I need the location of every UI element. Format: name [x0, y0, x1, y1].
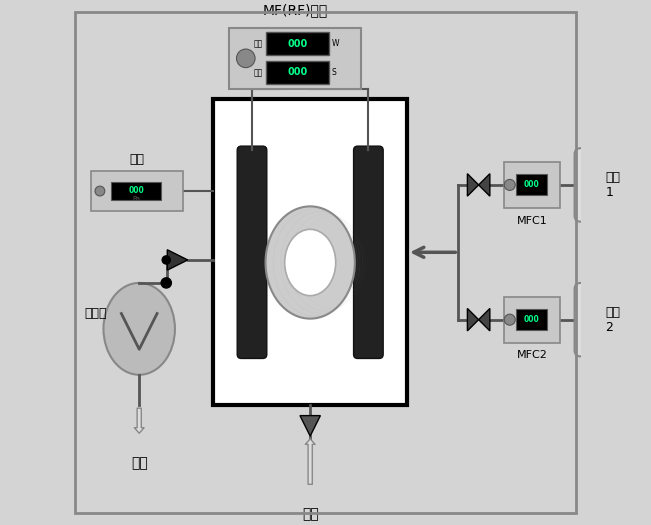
- Text: 000: 000: [287, 39, 308, 49]
- Circle shape: [95, 186, 105, 196]
- Bar: [504, 162, 561, 208]
- Text: 000: 000: [128, 186, 144, 195]
- Bar: [229, 28, 361, 89]
- Bar: [266, 32, 329, 55]
- FancyBboxPatch shape: [237, 146, 267, 359]
- Circle shape: [505, 314, 515, 325]
- Circle shape: [505, 180, 515, 191]
- Text: 气体
1: 气体 1: [605, 171, 620, 199]
- Text: 000: 000: [287, 67, 308, 77]
- Text: MFC2: MFC2: [517, 350, 547, 360]
- Ellipse shape: [104, 283, 175, 375]
- Text: Pa: Pa: [133, 196, 141, 202]
- Bar: [214, 99, 407, 405]
- Ellipse shape: [584, 148, 598, 161]
- Bar: [266, 61, 329, 84]
- Circle shape: [162, 256, 171, 264]
- Ellipse shape: [584, 282, 598, 296]
- FancyBboxPatch shape: [353, 146, 383, 359]
- FancyBboxPatch shape: [575, 148, 607, 222]
- Text: W: W: [332, 39, 339, 48]
- Polygon shape: [167, 250, 187, 270]
- Text: S: S: [332, 68, 337, 77]
- Text: MF(RF)电源: MF(RF)电源: [262, 4, 327, 17]
- Polygon shape: [478, 174, 490, 196]
- Text: MFC1: MFC1: [517, 216, 547, 226]
- Ellipse shape: [284, 229, 336, 296]
- Text: 时间: 时间: [254, 68, 263, 77]
- Text: 000: 000: [524, 315, 540, 324]
- Polygon shape: [478, 308, 490, 331]
- Text: 真空泵: 真空泵: [85, 307, 107, 320]
- Polygon shape: [300, 416, 320, 436]
- Text: 气体
2: 气体 2: [605, 306, 620, 334]
- Text: 功率: 功率: [254, 39, 263, 48]
- Text: 压力: 压力: [129, 153, 144, 165]
- Text: 000: 000: [524, 180, 540, 189]
- Bar: [516, 309, 547, 330]
- Ellipse shape: [266, 206, 355, 319]
- FancyBboxPatch shape: [575, 283, 607, 356]
- Polygon shape: [467, 308, 478, 331]
- Bar: [516, 174, 547, 195]
- Text: 大气: 大气: [131, 456, 148, 470]
- Text: 氮气: 氮气: [302, 508, 318, 521]
- Bar: [504, 297, 561, 343]
- Polygon shape: [467, 174, 478, 196]
- Circle shape: [161, 278, 171, 288]
- Circle shape: [236, 49, 255, 68]
- Bar: [90, 171, 182, 212]
- Bar: [111, 182, 161, 200]
